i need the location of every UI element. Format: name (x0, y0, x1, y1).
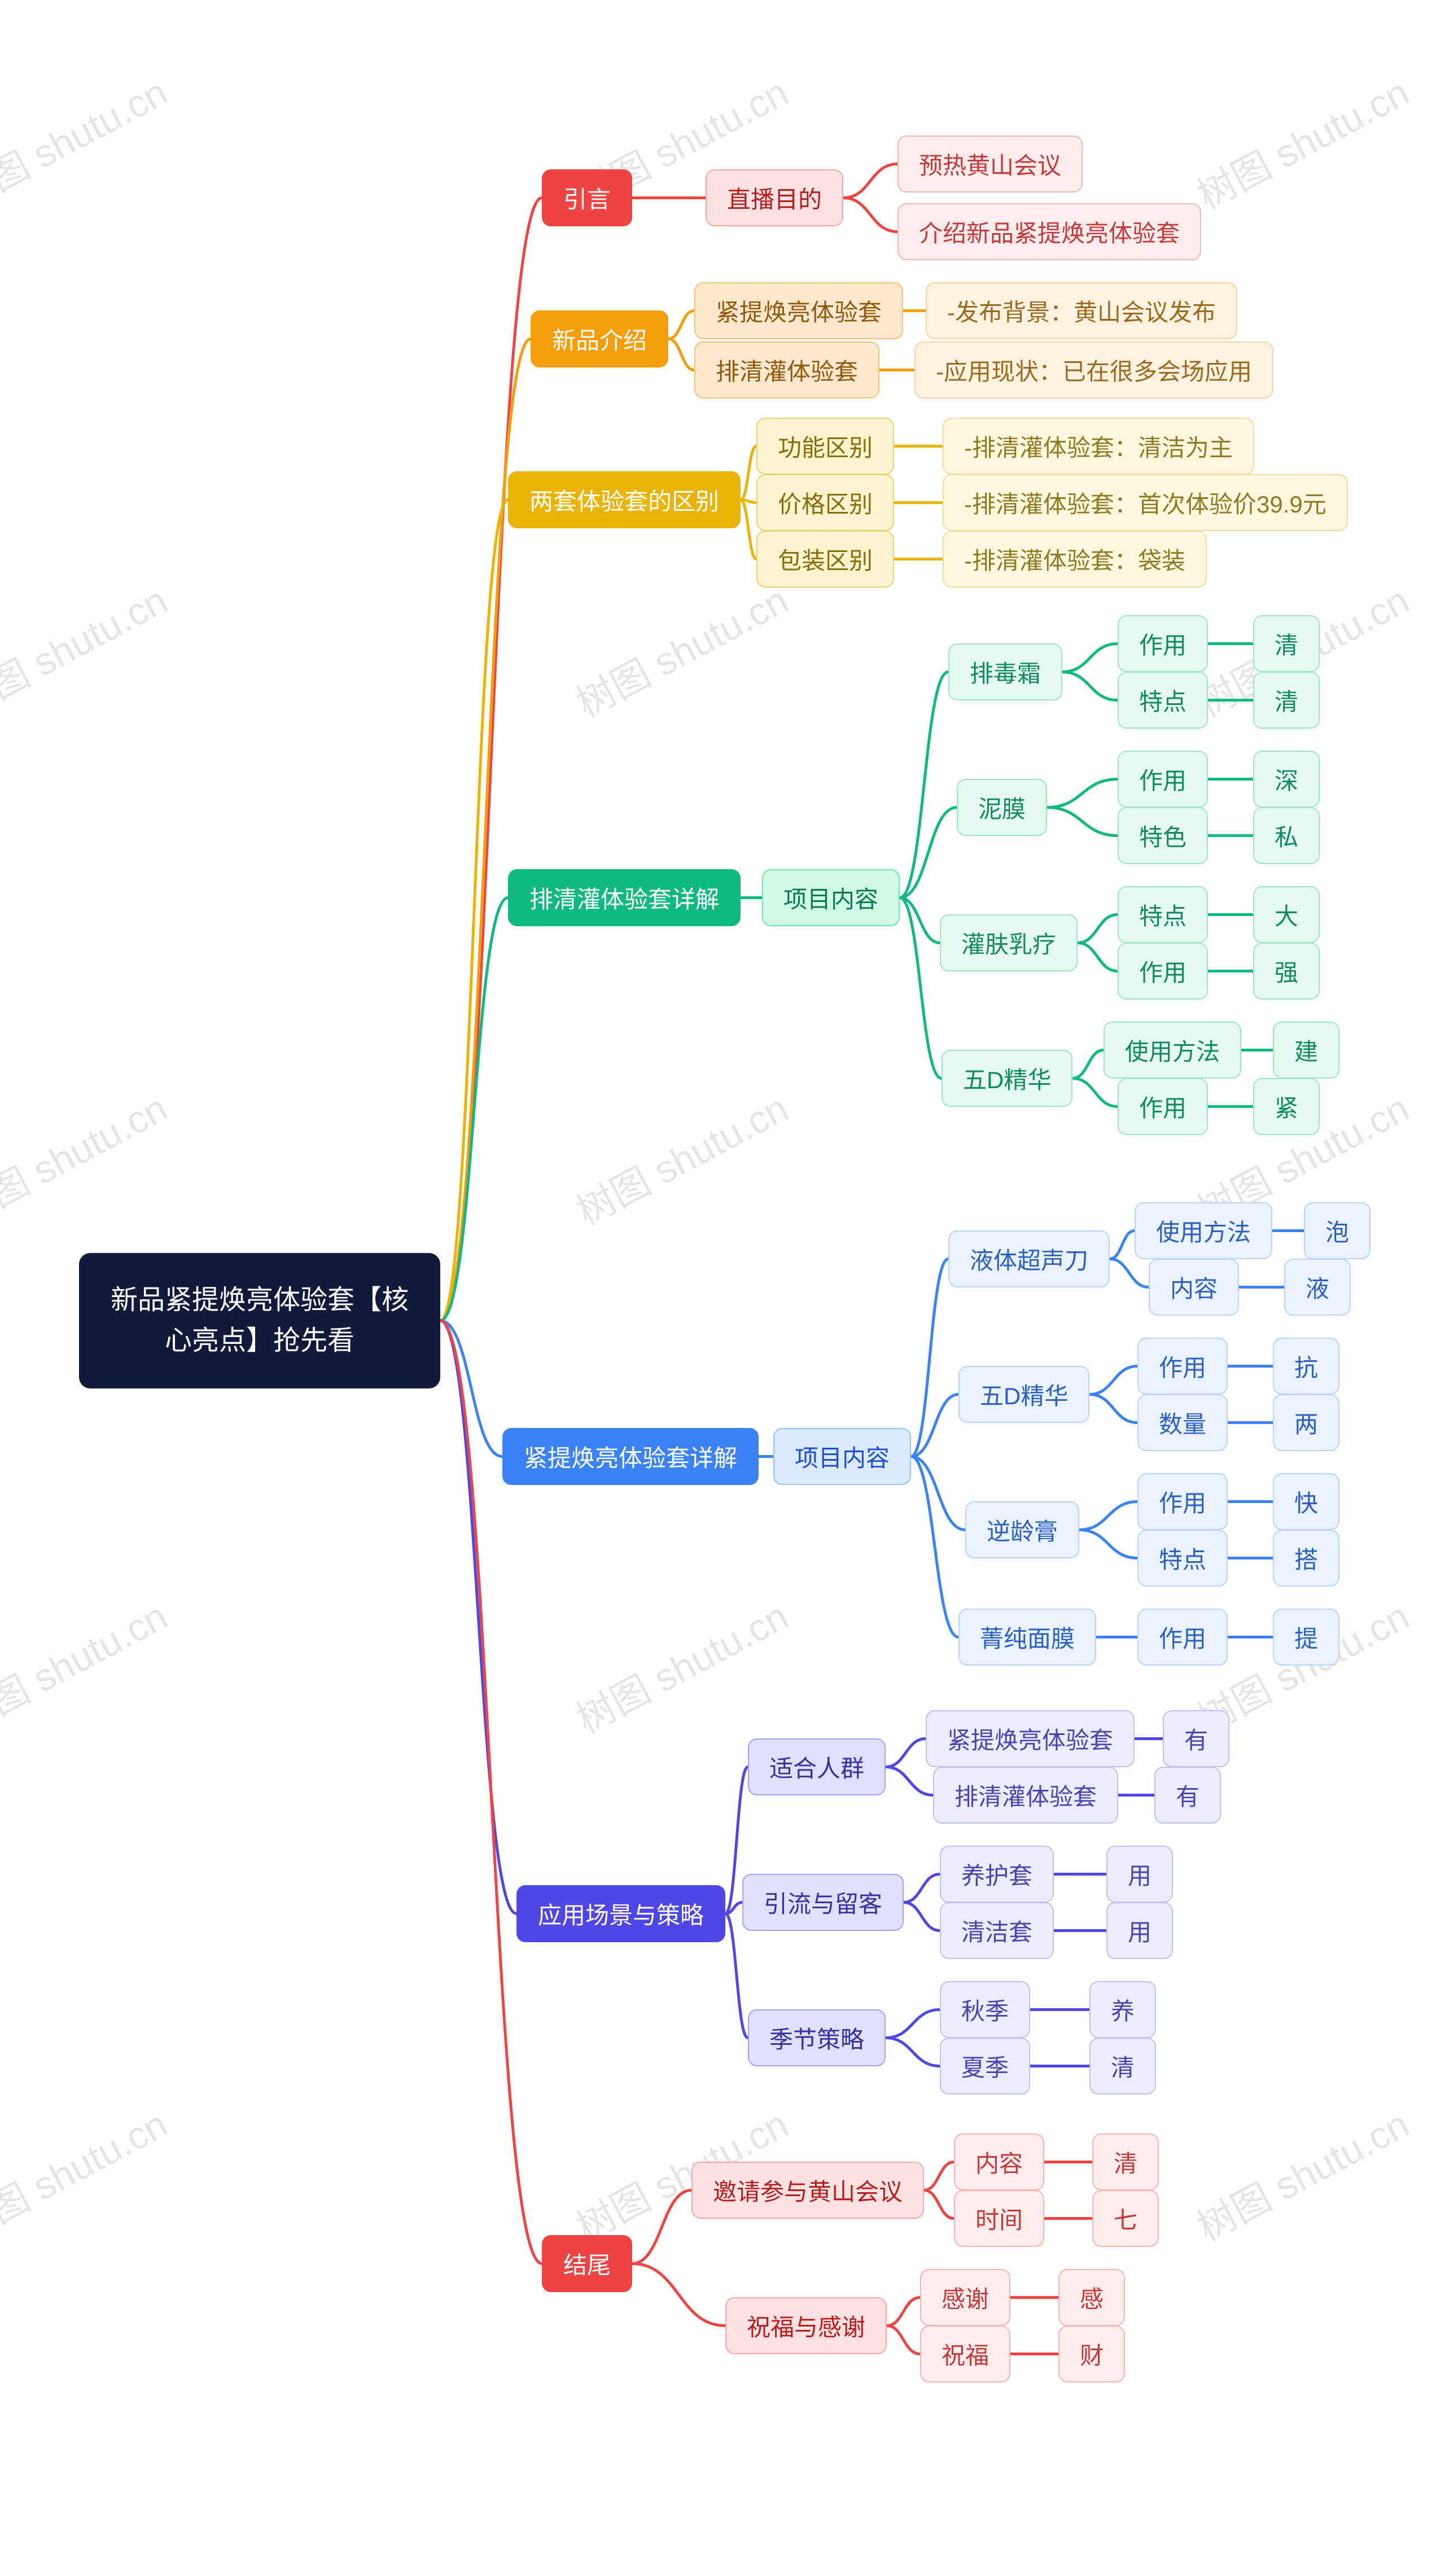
mindmap-root: 新品紧提焕亮体验套【核心亮点】抢先看 (79, 1253, 440, 1388)
mindmap-node: 快 (1273, 1473, 1339, 1530)
mindmap-node: 清 (1089, 2038, 1156, 2095)
mindmap-node: 邀请参与黄山会议 (691, 2162, 924, 2219)
mindmap-node: 两 (1273, 1394, 1339, 1451)
mindmap-node: 液体超声刀 (948, 1230, 1110, 1287)
mindmap-node: 作用 (1118, 615, 1208, 672)
mindmap-node: 特点 (1137, 1530, 1228, 1587)
mindmap-node: 应用场景与策略 (516, 1885, 725, 1942)
mindmap-node: 清 (1253, 615, 1320, 672)
mindmap-node: 特色 (1118, 807, 1208, 864)
mindmap-node: 祝福与感谢 (725, 2297, 887, 2354)
mindmap-node: 五D精华 (958, 1366, 1089, 1423)
mindmap-node: 紧提焕亮体验套 (926, 1710, 1135, 1767)
mindmap-node: 紧提焕亮体验套 (694, 282, 903, 339)
mindmap-node: 提 (1273, 1609, 1339, 1666)
mindmap-node: 项目内容 (762, 869, 900, 926)
mindmap-node: 价格区别 (756, 474, 894, 531)
mindmap-node: 财 (1058, 2325, 1125, 2382)
mindmap-node: 感谢 (920, 2269, 1010, 2326)
mindmap-node: 用 (1106, 1846, 1173, 1903)
mindmap-node: 感 (1058, 2269, 1125, 2326)
mindmap-node: 液 (1284, 1259, 1351, 1316)
mindmap-node: 预热黄山会议 (897, 135, 1083, 192)
mindmap-node: 紧 (1253, 1078, 1320, 1135)
mindmap-node: 祝福 (920, 2325, 1010, 2382)
mindmap-node: 作用 (1137, 1473, 1228, 1530)
mindmap-node: 私 (1253, 807, 1320, 864)
mindmap-node: 功能区别 (756, 418, 894, 475)
mindmap-node: 排毒霜 (948, 643, 1062, 700)
mindmap-node: 使用方法 (1104, 1022, 1241, 1079)
mindmap-node: 引流与留客 (742, 1874, 904, 1931)
mindmap-node: 菁纯面膜 (958, 1609, 1096, 1666)
mindmap-node: 季节策略 (748, 2009, 886, 2066)
mindmap-node: 搭 (1273, 1530, 1339, 1587)
mindmap-node: 直播目的 (706, 169, 843, 226)
mindmap-node: 大 (1253, 886, 1320, 943)
mindmap-node: 泥膜 (957, 779, 1047, 836)
mindmap-node: 作用 (1137, 1609, 1228, 1666)
mindmap-node: 排清灌体验套详解 (508, 869, 741, 926)
mindmap-node: 排清灌体验套 (933, 1767, 1118, 1824)
mindmap-node: 包装区别 (756, 531, 894, 588)
mindmap-node: 特点 (1118, 672, 1208, 729)
mindmap-node: 泡 (1304, 1202, 1370, 1259)
mindmap-node: 五D精华 (942, 1050, 1072, 1107)
mindmap-node: 有 (1163, 1710, 1229, 1767)
mindmap-node: 清 (1253, 672, 1320, 729)
mindmap-node: 排清灌体验套 (694, 341, 879, 398)
mindmap-node: 内容 (954, 2133, 1044, 2191)
mindmap-node: 作用 (1118, 1078, 1208, 1135)
mindmap-node: -排清灌体验套：袋装 (943, 531, 1207, 588)
mindmap-node: 数量 (1137, 1394, 1228, 1451)
mindmap-node: 项目内容 (773, 1428, 911, 1485)
mindmap-node: -发布背景：黄山会议发布 (926, 282, 1237, 339)
mindmap-node: 适合人群 (748, 1738, 886, 1795)
mindmap-node: 逆龄膏 (965, 1501, 1079, 1558)
mindmap-node: 作用 (1137, 1338, 1228, 1395)
mindmap-node: 抗 (1273, 1338, 1339, 1395)
mindmap-node: 夏季 (940, 2038, 1030, 2095)
mindmap-node: 引言 (542, 169, 632, 226)
mindmap-node: -排清灌体验套：清洁为主 (943, 418, 1254, 475)
mindmap-node: 特点 (1118, 886, 1208, 943)
mindmap-node: 强 (1253, 943, 1320, 1000)
mindmap-node: 作用 (1118, 751, 1208, 808)
mindmap-node: 结尾 (542, 2235, 632, 2292)
mindmap-node: 灌肤乳疗 (940, 914, 1078, 971)
mindmap-node: 用 (1106, 1902, 1173, 1959)
mindmap-node: -应用现状：已在很多会场应用 (914, 341, 1273, 398)
mindmap-node: 时间 (954, 2190, 1044, 2247)
mindmap-node: 建 (1273, 1022, 1339, 1079)
mindmap-node: -排清灌体验套：首次体验价39.9元 (943, 474, 1348, 531)
mindmap-node: 有 (1154, 1767, 1221, 1824)
mindmap-node: 内容 (1149, 1259, 1239, 1316)
mindmap-node: 新品介绍 (531, 310, 668, 367)
mindmap-node: 七 (1092, 2190, 1159, 2247)
mindmap-node: 秋季 (940, 1981, 1030, 2038)
mindmap-node: 深 (1253, 751, 1320, 808)
mindmap-node: 作用 (1118, 943, 1208, 1000)
mindmap-node: 清洁套 (940, 1902, 1054, 1959)
mindmap-node: 介绍新品紧提焕亮体验套 (897, 203, 1201, 260)
mindmap-node: 使用方法 (1135, 1202, 1272, 1259)
mindmap-node: 两套体验套的区别 (508, 471, 741, 528)
mindmap-node: 养护套 (940, 1846, 1054, 1903)
mindmap-node: 养 (1089, 1981, 1156, 2038)
mindmap-node: 清 (1092, 2133, 1159, 2191)
mindmap-node: 紧提焕亮体验套详解 (502, 1428, 759, 1485)
